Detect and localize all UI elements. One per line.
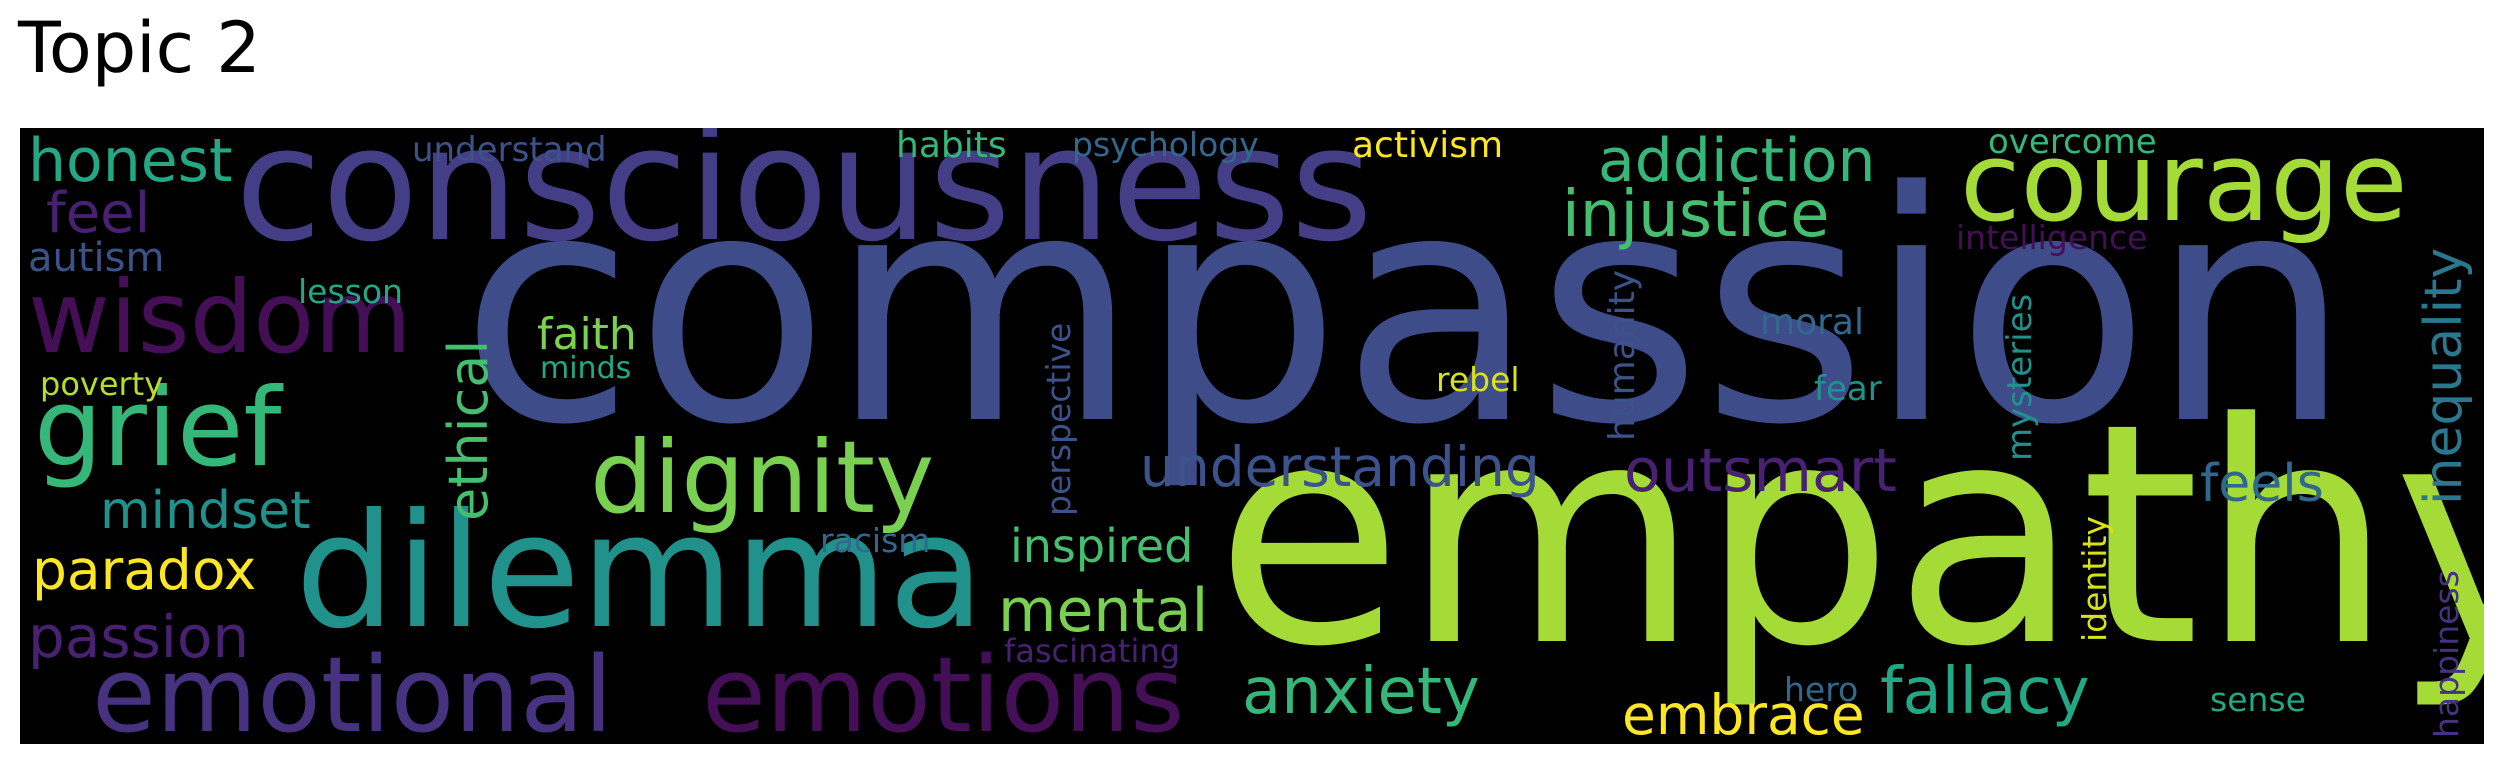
word-addiction: addiction	[1598, 128, 1876, 196]
word-honest: honest	[28, 128, 233, 196]
word-perspective: perspective	[1039, 322, 1078, 516]
page-title: Topic 2	[18, 7, 261, 89]
word-embrace: embrace	[1622, 683, 1865, 744]
word-grief: grief	[34, 366, 282, 491]
word-happiness: happiness	[2427, 570, 2466, 738]
word-poverty: poverty	[40, 365, 164, 403]
word-overcome: overcome	[1988, 128, 2157, 162]
word-ethical: ethical	[437, 339, 500, 521]
word-racism: racism	[820, 521, 931, 560]
word-passion: passion	[28, 603, 250, 671]
word-injustice: injustice	[1562, 178, 1830, 252]
word-moral: moral	[1760, 302, 1864, 343]
word-identity: identity	[2075, 516, 2114, 642]
word-anxiety: anxiety	[1242, 655, 1480, 729]
word-mindset: mindset	[100, 481, 311, 541]
word-paradox: paradox	[32, 538, 257, 602]
word-inequality: inequality	[2414, 247, 2474, 505]
word-hero: hero	[1784, 670, 1859, 709]
word-sense: sense	[2210, 680, 2306, 719]
word-dignity: dignity	[590, 419, 935, 536]
word-cloud: compassion empathy consciousness dilemma…	[20, 128, 2484, 744]
word-emotions: emotions	[702, 634, 1185, 744]
word-empathy: empathy	[1215, 358, 2484, 713]
word-lesson: lesson	[298, 272, 403, 311]
word-fascinating: fascinating	[1004, 632, 1180, 670]
word-outsmart: outsmart	[1624, 436, 1897, 506]
word-emotional: emotional	[92, 634, 613, 744]
word-compassion: compassion	[460, 128, 2352, 494]
word-inspired: inspired	[1010, 519, 1194, 573]
word-wisdom: wisdom	[28, 259, 412, 376]
word-activism: activism	[1352, 128, 1504, 166]
word-dilemma: dilemma	[295, 480, 985, 664]
word-psychology: psychology	[1072, 128, 1259, 164]
word-understand: understand	[412, 130, 607, 170]
word-feel: feel	[46, 181, 151, 246]
word-habits: habits	[896, 128, 1007, 166]
word-minds: minds	[540, 351, 632, 386]
word-mysteries: mysteries	[2000, 293, 2040, 461]
word-feels: feels	[2200, 454, 2324, 514]
word-courage: courage	[1960, 128, 2408, 246]
word-mental: mental	[998, 576, 1209, 646]
word-humanity: humanity	[1602, 270, 1643, 441]
word-consciousness: consciousness	[235, 128, 1373, 277]
word-faith: faith	[537, 309, 637, 360]
word-rebel: rebel	[1436, 360, 1520, 399]
word-understanding: understanding	[1140, 435, 1540, 499]
word-intelligence: intelligence	[1956, 218, 2148, 257]
word-fallacy: fallacy	[1880, 655, 2090, 729]
word-autism: autism	[28, 235, 165, 281]
word-fear: fear	[1814, 369, 1882, 409]
